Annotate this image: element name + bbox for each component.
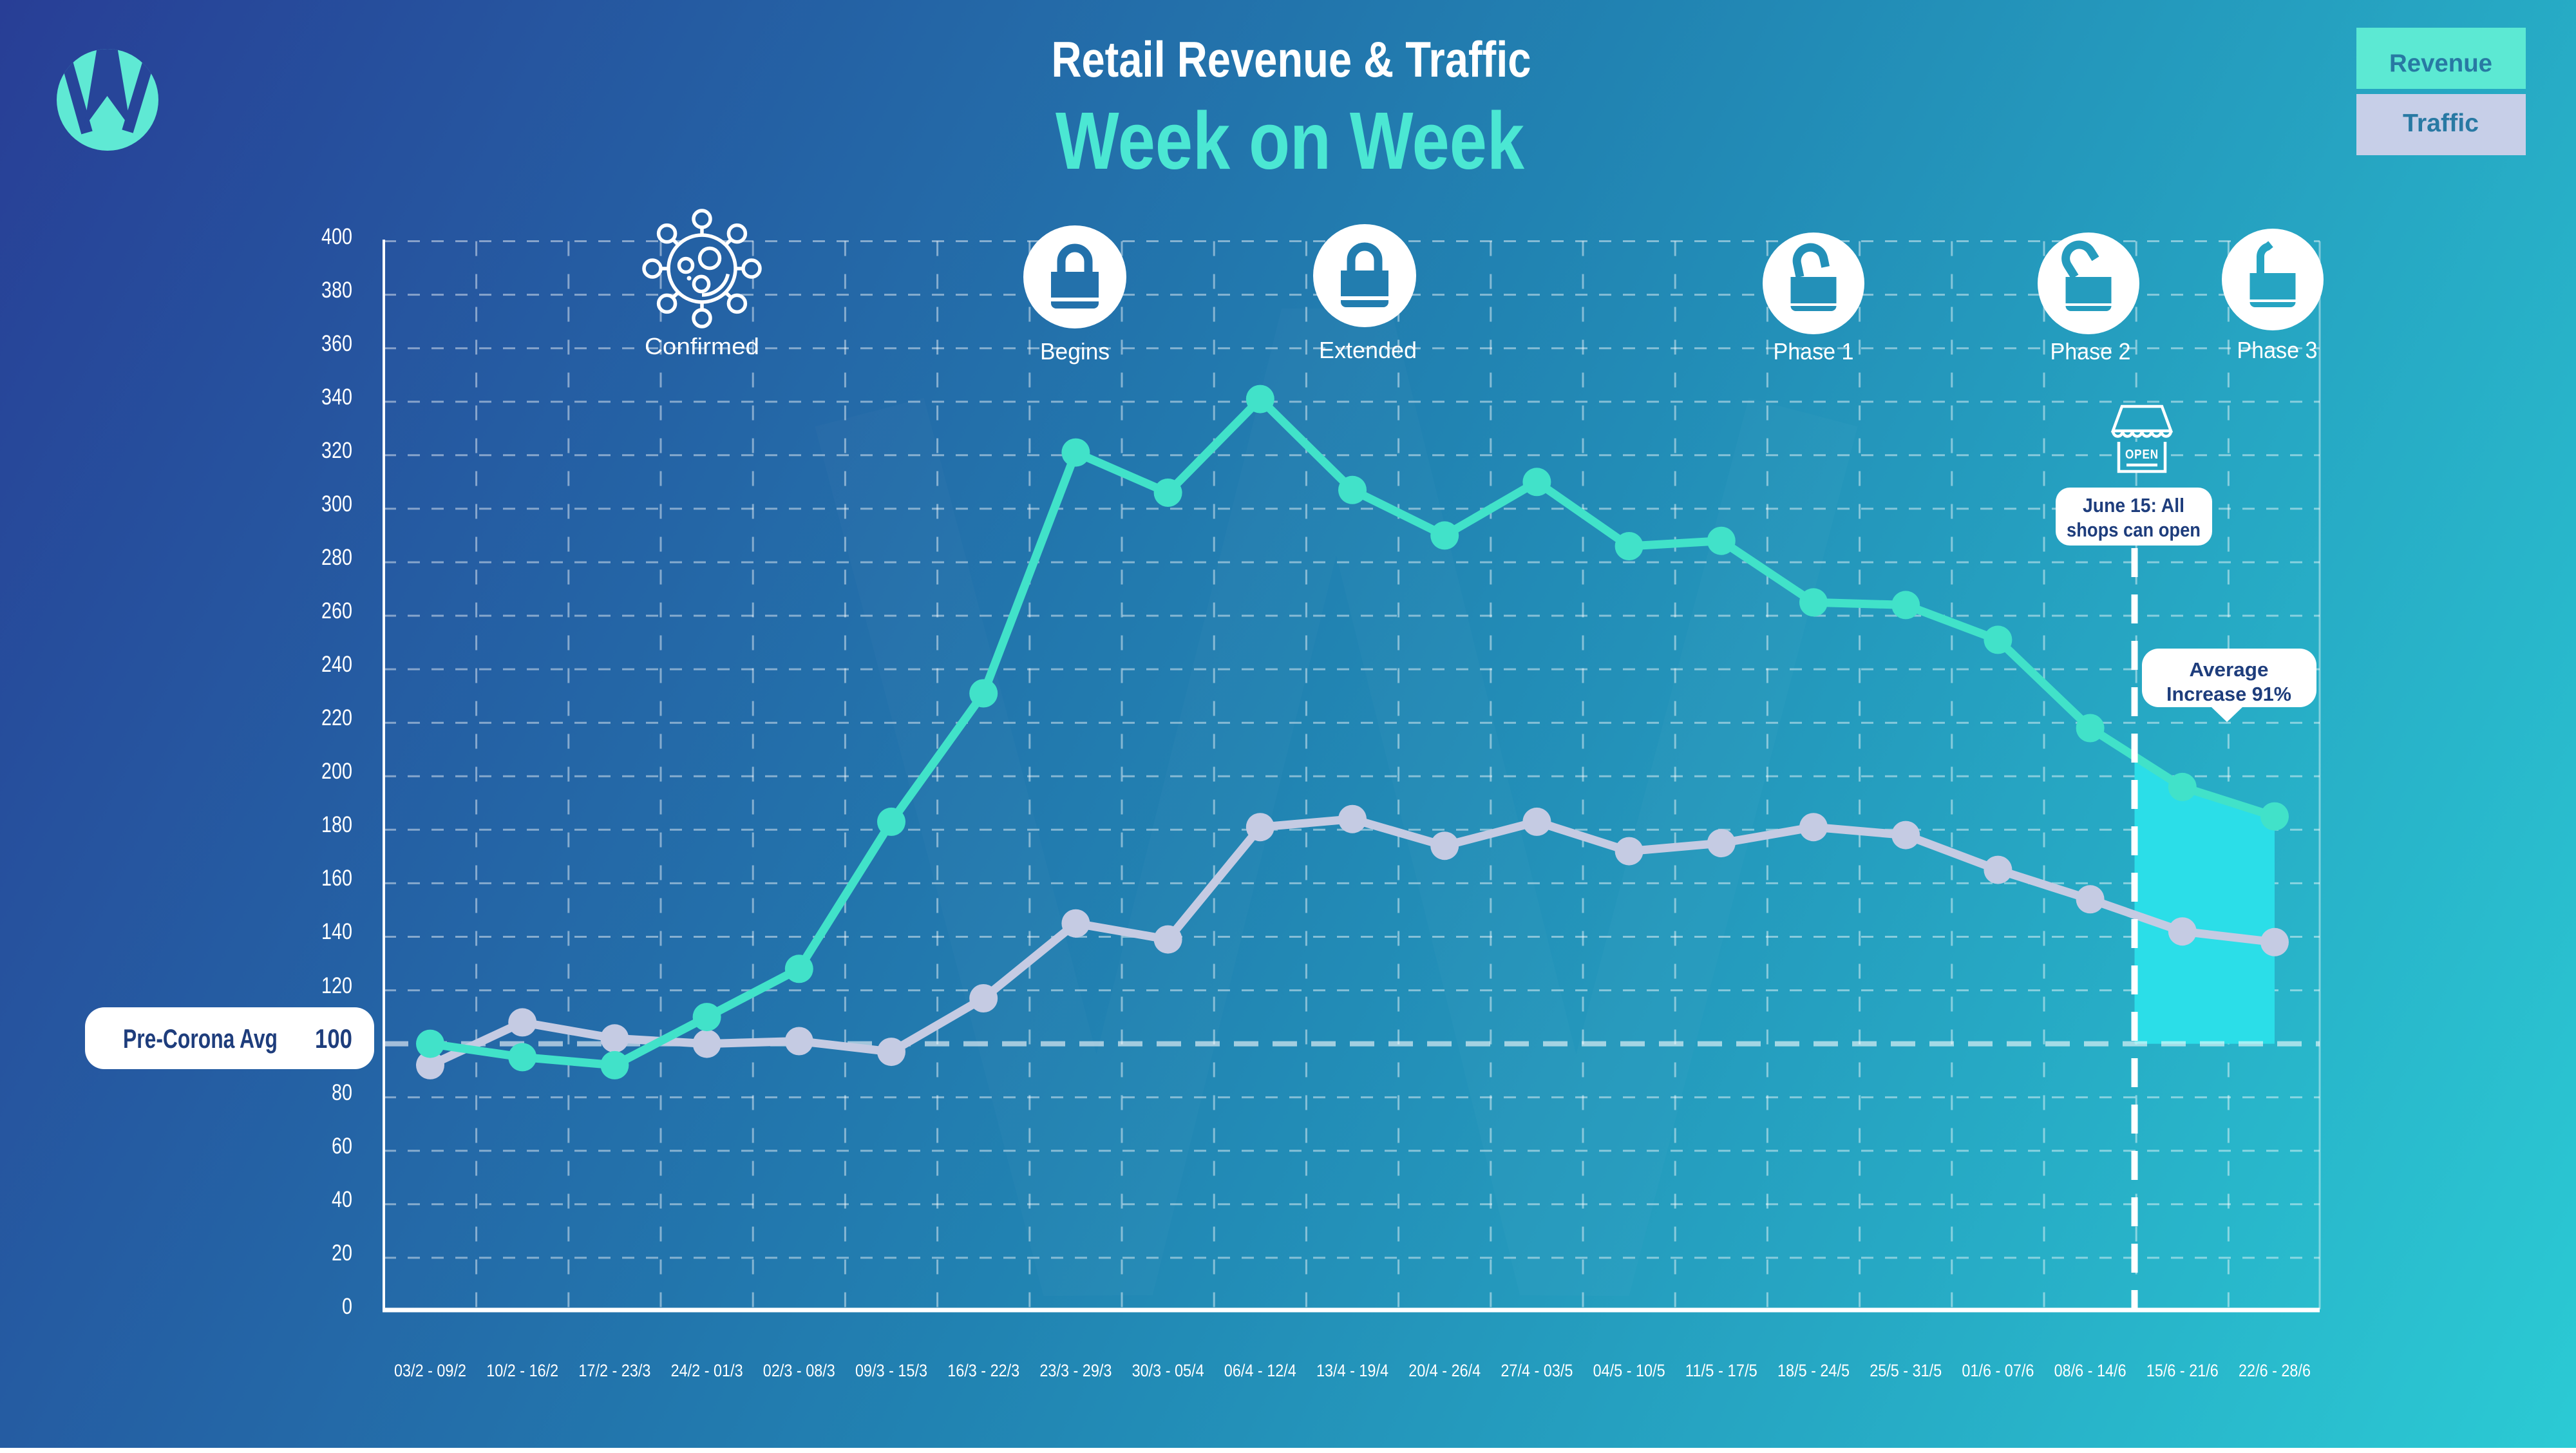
svg-text:15/6 - 21/6: 15/6 - 21/6	[2146, 1361, 2219, 1380]
svg-text:04/5 - 10/5: 04/5 - 10/5	[1593, 1361, 1665, 1380]
svg-text:Extended: Extended	[1319, 337, 1417, 363]
svg-text:20: 20	[332, 1240, 352, 1266]
svg-text:Confirmed: Confirmed	[645, 333, 759, 359]
svg-text:16/3 - 22/3: 16/3 - 22/3	[947, 1361, 1019, 1380]
svg-text:Phase 1: Phase 1	[1774, 338, 1854, 365]
svg-text:300: 300	[321, 491, 352, 517]
svg-text:80: 80	[332, 1080, 352, 1105]
svg-text:320: 320	[321, 438, 352, 463]
svg-text:30/3 - 05/4: 30/3 - 05/4	[1132, 1361, 1204, 1380]
svg-text:June 15: All: June 15: All	[2083, 494, 2184, 517]
svg-text:200: 200	[321, 759, 352, 784]
svg-text:160: 160	[321, 866, 352, 891]
svg-text:06/4 - 12/4: 06/4 - 12/4	[1224, 1361, 1296, 1380]
svg-text:13/4 - 19/4: 13/4 - 19/4	[1316, 1361, 1388, 1380]
svg-text:shops can open: shops can open	[2067, 518, 2201, 541]
svg-text:Phase 2: Phase 2	[2050, 338, 2131, 365]
svg-text:25/5 - 31/5: 25/5 - 31/5	[1870, 1361, 1942, 1380]
svg-text:100: 100	[315, 1023, 352, 1054]
svg-text:01/6 - 07/6: 01/6 - 07/6	[1962, 1361, 2034, 1380]
svg-text:140: 140	[321, 919, 352, 944]
svg-text:340: 340	[321, 385, 352, 410]
svg-text:280: 280	[321, 545, 352, 570]
svg-text:120: 120	[321, 973, 352, 998]
svg-text:10/2 - 16/2: 10/2 - 16/2	[486, 1361, 558, 1380]
svg-text:27/4 - 03/5: 27/4 - 03/5	[1501, 1361, 1573, 1380]
svg-text:22/6 - 28/6: 22/6 - 28/6	[2239, 1361, 2311, 1380]
svg-text:40: 40	[332, 1187, 352, 1212]
svg-text:Phase 3: Phase 3	[2237, 337, 2318, 363]
svg-text:380: 380	[321, 278, 352, 303]
svg-text:Revenue: Revenue	[2389, 50, 2492, 77]
svg-text:Retail Revenue & Traffic: Retail Revenue & Traffic	[1052, 31, 1531, 88]
svg-text:23/3 - 29/3: 23/3 - 29/3	[1039, 1361, 1112, 1380]
svg-text:400: 400	[321, 224, 352, 249]
svg-text:20/4 - 26/4: 20/4 - 26/4	[1408, 1361, 1481, 1380]
svg-text:260: 260	[321, 598, 352, 623]
svg-text:220: 220	[321, 705, 352, 730]
svg-text:OPEN: OPEN	[2125, 448, 2159, 462]
svg-text:11/5 - 17/5: 11/5 - 17/5	[1685, 1361, 1757, 1380]
svg-text:17/2 - 23/3: 17/2 - 23/3	[578, 1361, 650, 1380]
svg-text:Pre-Corona Avg: Pre-Corona Avg	[123, 1023, 278, 1054]
svg-text:Average: Average	[2190, 658, 2269, 681]
svg-text:18/5 - 24/5: 18/5 - 24/5	[1777, 1361, 1850, 1380]
svg-text:360: 360	[321, 331, 352, 356]
svg-text:24/2 - 01/3: 24/2 - 01/3	[671, 1361, 743, 1380]
svg-text:180: 180	[321, 812, 352, 837]
svg-text:03/2 - 09/2: 03/2 - 09/2	[394, 1361, 466, 1380]
svg-text:Increase 91%: Increase 91%	[2166, 683, 2291, 705]
svg-text:09/3 - 15/3: 09/3 - 15/3	[855, 1361, 927, 1380]
svg-text:240: 240	[321, 652, 352, 677]
svg-text:60: 60	[332, 1134, 352, 1159]
svg-text:Begins: Begins	[1040, 338, 1110, 365]
svg-text:0: 0	[342, 1294, 352, 1319]
svg-text:08/6 - 14/6: 08/6 - 14/6	[2054, 1361, 2126, 1380]
svg-text:Traffic: Traffic	[2403, 109, 2479, 137]
svg-text:02/3 - 08/3: 02/3 - 08/3	[763, 1361, 835, 1380]
svg-text:Week on Week: Week on Week	[1056, 95, 1525, 186]
